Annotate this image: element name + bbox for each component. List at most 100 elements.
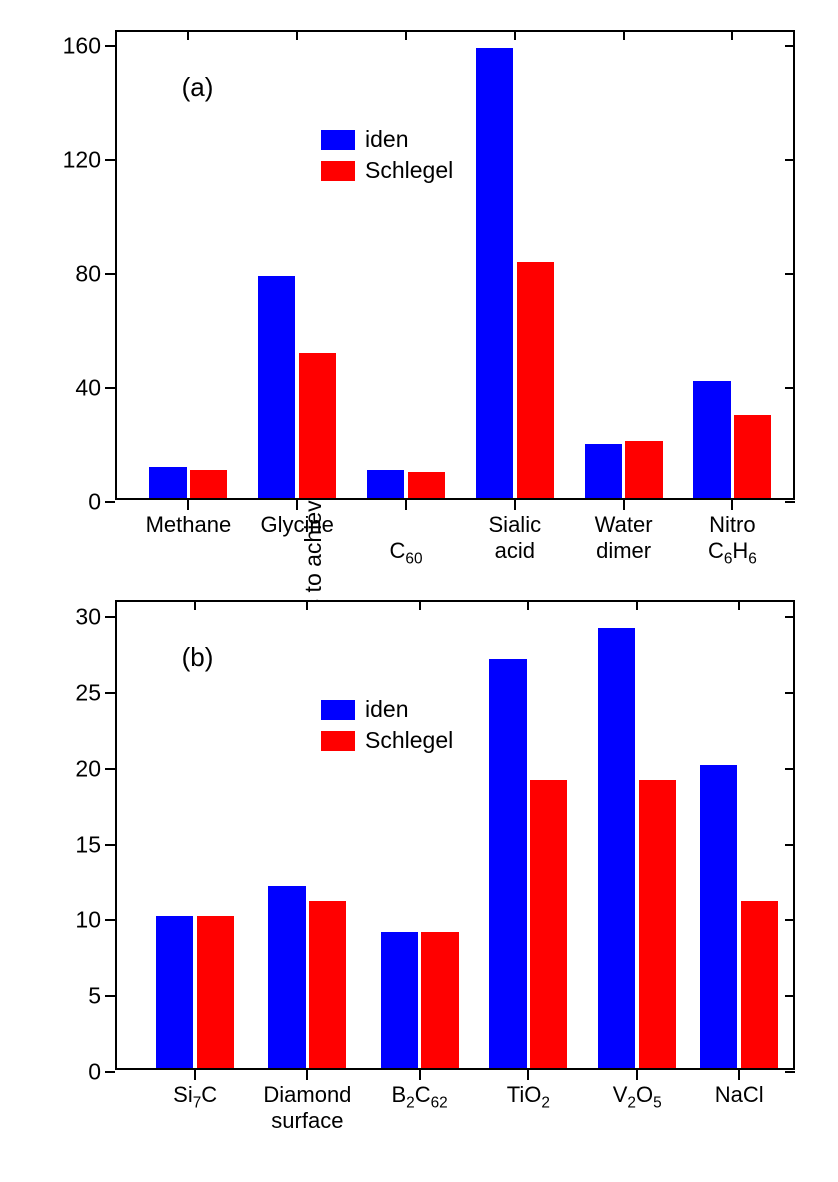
y-tick — [785, 1071, 795, 1073]
x-tick-label-si7c: Si7C — [173, 1082, 217, 1108]
legend-swatch — [321, 700, 355, 720]
x-tick — [738, 600, 740, 610]
legend-row: iden — [321, 126, 453, 153]
bar-iden-tio2 — [489, 659, 526, 1068]
y-tick — [785, 159, 795, 161]
bar-schlegel-tio2 — [530, 780, 567, 1068]
bar-iden-waterdimer — [585, 444, 622, 498]
x-tick — [187, 30, 189, 40]
y-tick-label: 25 — [75, 679, 101, 706]
figure: Number of optimization steps to achieve … — [0, 0, 838, 1182]
legend-text: iden — [365, 696, 408, 723]
y-tick-label: 30 — [75, 604, 101, 631]
bar-schlegel-nitro — [734, 415, 771, 498]
y-tick-label: 160 — [63, 33, 101, 60]
bar-schlegel-nacl — [741, 901, 778, 1068]
y-tick — [785, 919, 795, 921]
y-tick — [105, 387, 115, 389]
y-tick — [785, 616, 795, 618]
panel-label: (b) — [182, 642, 214, 673]
x-tick-label-b2c62: B2C62 — [391, 1082, 447, 1108]
panel-a: 04080120160MethaneGlycineC60SialicacidWa… — [115, 30, 795, 500]
legend-row: iden — [321, 696, 453, 723]
bar-schlegel-v2o5 — [639, 780, 676, 1068]
x-tick-label-glycine: Glycine — [261, 512, 334, 538]
legend-text: iden — [365, 126, 408, 153]
y-tick-label: 120 — [63, 147, 101, 174]
bar-iden-nitro — [693, 381, 730, 498]
x-tick — [187, 500, 189, 510]
bar-schlegel-diamond — [309, 901, 346, 1068]
bar-schlegel-si7c — [197, 916, 234, 1068]
y-tick — [105, 1071, 115, 1073]
x-tick — [731, 30, 733, 40]
x-tick-label-waterdimer: Waterdimer — [595, 512, 653, 565]
y-tick — [105, 501, 115, 503]
bar-schlegel-glycine — [299, 353, 336, 498]
x-tick — [405, 500, 407, 510]
legend-row: Schlegel — [321, 157, 453, 184]
bar-schlegel-sialic — [517, 262, 554, 498]
bar-schlegel-c60 — [408, 472, 445, 498]
y-tick — [785, 692, 795, 694]
y-tick — [105, 273, 115, 275]
x-tick — [636, 600, 638, 610]
y-tick — [105, 919, 115, 921]
x-tick — [636, 1070, 638, 1080]
legend-text: Schlegel — [365, 157, 453, 184]
bar-iden-methane — [149, 467, 186, 498]
legend-swatch — [321, 731, 355, 751]
x-tick-label-sialic: Sialicacid — [489, 512, 542, 565]
y-tick — [785, 45, 795, 47]
bar-iden-diamond — [268, 886, 305, 1068]
x-tick — [296, 500, 298, 510]
panel-label: (a) — [182, 72, 214, 103]
x-tick-label-tio2: TiO2 — [507, 1082, 550, 1108]
legend: iden Schlegel — [321, 126, 453, 188]
x-tick-label-v2o5: V2O5 — [613, 1082, 662, 1108]
x-tick-label-c60: C60 — [389, 538, 422, 564]
y-tick — [105, 844, 115, 846]
x-tick — [296, 30, 298, 40]
bar-schlegel-b2c62 — [421, 932, 458, 1068]
x-tick — [514, 500, 516, 510]
y-tick-label: 0 — [88, 1059, 101, 1086]
bar-iden-sialic — [476, 48, 513, 498]
bar-iden-b2c62 — [381, 932, 418, 1068]
x-tick — [527, 600, 529, 610]
bar-iden-c60 — [367, 470, 404, 498]
bar-schlegel-waterdimer — [625, 441, 662, 498]
y-tick-label: 80 — [75, 261, 101, 288]
x-tick — [731, 500, 733, 510]
y-tick — [105, 159, 115, 161]
legend-row: Schlegel — [321, 727, 453, 754]
y-tick-label: 0 — [88, 489, 101, 516]
x-tick — [623, 30, 625, 40]
x-tick — [306, 600, 308, 610]
x-tick — [419, 1070, 421, 1080]
x-tick — [194, 1070, 196, 1080]
x-tick — [405, 30, 407, 40]
x-tick-label-diamond: Diamondsurface — [263, 1082, 351, 1135]
x-tick — [623, 500, 625, 510]
y-tick-label: 10 — [75, 907, 101, 934]
bar-iden-si7c — [156, 916, 193, 1068]
x-tick-label-nacl: NaCl — [715, 1082, 764, 1108]
legend: iden Schlegel — [321, 696, 453, 758]
plot-area-b: 051015202530Si7CDiamondsurfaceB2C62TiO2V… — [117, 602, 793, 1068]
bar-schlegel-methane — [190, 470, 227, 498]
x-tick-label-methane: Methane — [146, 512, 232, 538]
panel-b: 051015202530Si7CDiamondsurfaceB2C62TiO2V… — [115, 600, 795, 1070]
y-tick-label: 15 — [75, 831, 101, 858]
bar-iden-v2o5 — [598, 628, 635, 1068]
y-tick — [785, 387, 795, 389]
x-tick — [738, 1070, 740, 1080]
x-tick — [419, 600, 421, 610]
plot-area-a: 04080120160MethaneGlycineC60SialicacidWa… — [117, 32, 793, 498]
y-tick — [785, 273, 795, 275]
x-tick — [194, 600, 196, 610]
y-tick — [105, 616, 115, 618]
legend-swatch — [321, 161, 355, 181]
x-tick — [306, 1070, 308, 1080]
legend-swatch — [321, 130, 355, 150]
